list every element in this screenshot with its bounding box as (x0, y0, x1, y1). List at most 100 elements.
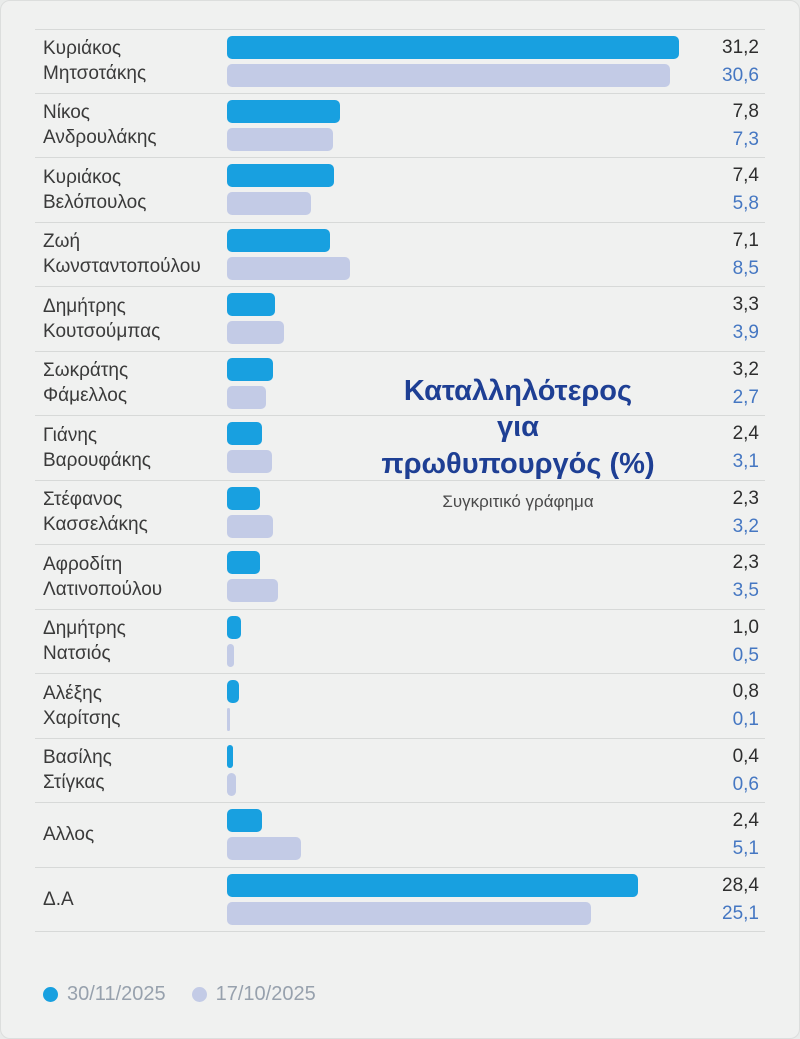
value-previous: 3,1 (732, 451, 759, 473)
bar-previous (227, 127, 333, 151)
candidate-name: Αλέξης Χαρίτσης (43, 682, 121, 729)
value-previous: 0,5 (732, 644, 759, 666)
candidate-row: Στέφανος Κασσελάκης 2,3 3,2 (35, 481, 765, 545)
values-group: 7,1 8,5 (697, 229, 765, 280)
candidate-name: Αφροδίτη Λατινοπούλου (43, 553, 163, 600)
value-current: 2,3 (732, 487, 759, 509)
bars-group (227, 551, 695, 603)
bar-current (227, 422, 262, 446)
candidate-name: Γιάνης Βαρουφάκης (43, 424, 151, 471)
candidate-row: Κυριάκος Μητσοτάκης 31,2 30,6 (35, 29, 765, 94)
value-previous: 0,6 (732, 773, 759, 795)
value-current: 2,4 (732, 423, 759, 445)
values-group: 2,3 3,2 (697, 487, 765, 538)
values-group: 2,4 3,1 (697, 422, 765, 473)
bar-current (227, 744, 233, 768)
values-group: 3,2 2,7 (697, 358, 765, 409)
bar-previous (227, 256, 351, 280)
candidate-row: Αφροδίτη Λατινοπούλου 2,3 3,5 (35, 545, 765, 610)
values-group: 0,4 0,6 (697, 745, 765, 796)
values-group: 31,2 30,6 (697, 36, 765, 87)
value-current: 3,3 (732, 294, 759, 316)
value-current: 3,2 (732, 358, 759, 380)
bar-previous (227, 321, 284, 345)
value-previous: 5,1 (732, 838, 759, 860)
legend-dot-current-icon (43, 987, 58, 1002)
bar-previous (227, 708, 230, 732)
bar-previous (227, 579, 278, 603)
candidate-row: Κυριάκος Βελόπουλος 7,4 5,8 (35, 158, 765, 223)
value-current: 7,1 (732, 229, 759, 251)
value-previous: 3,2 (732, 515, 759, 537)
candidate-row: Αλέξης Χαρίτσης 0,8 0,1 (35, 674, 765, 739)
bar-current (227, 293, 275, 317)
legend-item-previous: 17/10/2025 (191, 983, 316, 1006)
candidate-row: Νίκος Ανδρουλάκης 7,8 7,3 (35, 94, 765, 158)
bar-previous (227, 643, 235, 667)
bars-group (227, 293, 695, 345)
value-previous: 7,3 (732, 128, 759, 150)
candidate-name: Ζωή Κωνσταντοπούλου (43, 231, 201, 278)
value-current: 7,8 (732, 100, 759, 122)
candidate-row: Γιάνης Βαρουφάκης 2,4 3,1 (35, 416, 765, 481)
candidate-name: Κυριάκος Βελόπουλος (43, 166, 147, 213)
value-previous: 3,9 (732, 322, 759, 344)
bars-group (227, 164, 695, 216)
bar-previous (227, 901, 591, 925)
values-group: 2,3 3,5 (697, 551, 765, 602)
bars-group (227, 486, 695, 538)
legend-label-current: 30/11/2025 (67, 983, 166, 1005)
value-current: 0,4 (732, 745, 759, 767)
value-current: 1,0 (732, 616, 759, 638)
bar-current (227, 551, 261, 575)
values-group: 2,4 5,1 (697, 809, 765, 860)
value-current: 0,8 (732, 681, 759, 703)
rows: Κυριάκος Μητσοτάκης 31,2 30,6 Νίκος Ανδρουλ… (1, 29, 799, 932)
bar-previous (227, 514, 274, 538)
candidate-name: Σωκράτης Φάμελλος (43, 360, 129, 407)
value-previous: 8,5 (732, 257, 759, 279)
candidate-name: Δημήτρης Κουτσούμπας (43, 295, 161, 342)
candidate-name: Δημήτρης Νατσιός (43, 618, 126, 665)
bars-group (227, 228, 695, 280)
candidate-name: Αλλος (43, 824, 95, 846)
bar-previous (227, 450, 272, 474)
bar-current (227, 99, 340, 123)
candidate-row: Δημήτρης Νατσιός 1,0 0,5 (35, 610, 765, 674)
candidate-row: Βασίλης Στίγκας 0,4 0,6 (35, 739, 765, 803)
bar-current (227, 680, 239, 704)
bar-current (227, 486, 261, 510)
value-current: 31,2 (722, 36, 759, 58)
candidate-name: Νίκος Ανδρουλάκης (43, 102, 157, 149)
bar-current (227, 228, 330, 252)
value-current: 28,4 (722, 874, 759, 896)
value-previous: 25,1 (722, 902, 759, 924)
values-group: 28,4 25,1 (697, 874, 765, 925)
candidate-name: Βασίλης Στίγκας (43, 747, 112, 794)
value-current: 2,4 (732, 810, 759, 832)
bar-current (227, 357, 274, 381)
candidate-row: Σωκράτης Φάμελλος 3,2 2,7 (35, 352, 765, 416)
values-group: 1,0 0,5 (697, 616, 765, 667)
bar-previous (227, 63, 671, 87)
legend: 30/11/2025 17/10/2025 (43, 983, 316, 1006)
value-previous: 2,7 (732, 386, 759, 408)
values-group: 3,3 3,9 (697, 293, 765, 344)
bars-group (227, 422, 695, 474)
value-current: 2,3 (732, 552, 759, 574)
candidate-row: Ζωή Κωνσταντοπούλου 7,1 8,5 (35, 223, 765, 287)
bar-current (227, 164, 335, 188)
bars-group (227, 35, 695, 87)
bar-current (227, 615, 242, 639)
bar-previous (227, 837, 301, 861)
legend-item-current: 30/11/2025 (43, 983, 166, 1006)
legend-label-previous: 17/10/2025 (215, 983, 316, 1005)
bars-group (227, 357, 695, 409)
bars-group (227, 809, 695, 861)
candidate-name: Στέφανος Κασσελάκης (43, 489, 148, 536)
value-previous: 3,5 (732, 580, 759, 602)
values-group: 7,8 7,3 (697, 100, 765, 151)
value-previous: 30,6 (722, 64, 759, 86)
bar-current (227, 35, 679, 59)
